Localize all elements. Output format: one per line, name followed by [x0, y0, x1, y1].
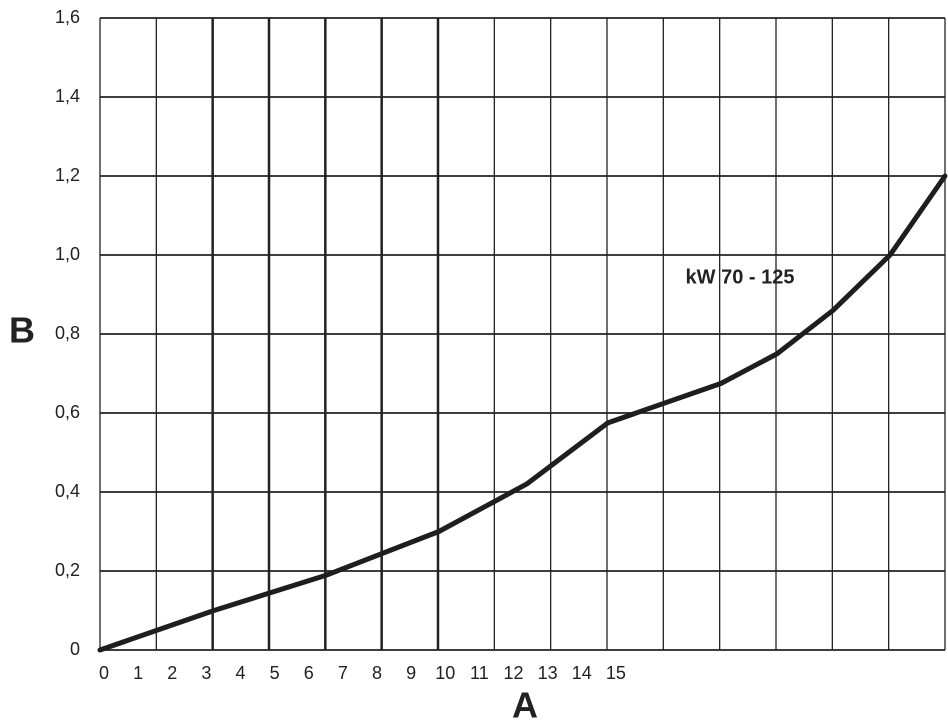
- x-tick-label: 14: [572, 663, 592, 683]
- y-tick-label: 0,2: [55, 560, 80, 580]
- y-tick-label: 1,6: [55, 7, 80, 27]
- x-tick-label: 8: [372, 663, 382, 683]
- y-tick-label: 1,2: [55, 165, 80, 185]
- x-tick-label: 11: [470, 663, 489, 683]
- x-tick-label: 1: [133, 663, 143, 683]
- x-tick-label: 10: [435, 663, 455, 683]
- x-tick-label: 13: [538, 663, 558, 683]
- curve-annotation: kW 70 - 125: [686, 266, 795, 288]
- x-tick-label: 9: [406, 663, 416, 683]
- y-tick-label: 1,4: [55, 86, 80, 106]
- x-tick-label: 4: [236, 663, 246, 683]
- x-tick-label: 0: [99, 663, 109, 683]
- x-tick-label: 5: [270, 663, 280, 683]
- y-tick-label: 0,4: [55, 481, 80, 501]
- x-tick-label: 7: [338, 663, 348, 683]
- y-tick-label: 1,0: [55, 244, 80, 264]
- x-tick-label: 12: [504, 663, 524, 683]
- y-tick-label: 0: [70, 639, 80, 659]
- y-tick-label: 0,6: [55, 402, 80, 422]
- x-axis-label: A: [512, 685, 538, 723]
- x-tick-label: 3: [201, 663, 211, 683]
- y-axis-label: B: [9, 310, 35, 351]
- y-tick-label: 0,8: [55, 323, 80, 343]
- x-tick-label: 6: [304, 663, 314, 683]
- curve: [97, 173, 948, 653]
- x-tick-label: 15: [606, 663, 626, 683]
- x-tick-label: 2: [167, 663, 177, 683]
